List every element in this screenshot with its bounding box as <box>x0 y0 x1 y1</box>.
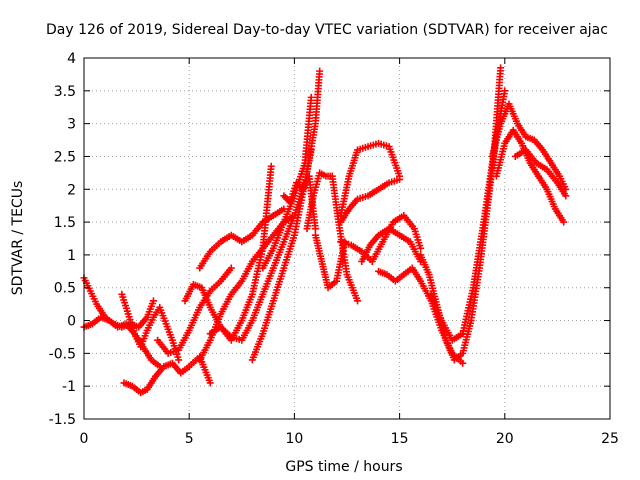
x-tick-label: 5 <box>185 431 194 447</box>
y-tick-label: 0 <box>67 314 76 330</box>
data-point-marker <box>562 192 570 200</box>
y-tick-label: -1 <box>62 379 76 395</box>
y-tick-label: 4 <box>67 51 76 67</box>
data-point-marker <box>311 225 319 233</box>
y-tick-label: -0.5 <box>49 346 76 362</box>
data-point-marker <box>307 93 315 101</box>
data-point-marker <box>354 297 362 305</box>
y-tick-label: 3.5 <box>54 84 76 100</box>
series-sat-s <box>375 264 467 367</box>
data-point-marker <box>206 379 214 387</box>
y-axis-label: SDTVAR / TECUs <box>10 181 26 296</box>
series-sat-u <box>427 64 505 344</box>
series-sat-i <box>206 146 315 344</box>
plot-frame <box>83 57 611 420</box>
x-tick-label: 0 <box>80 431 89 447</box>
series-sat-n <box>311 231 349 292</box>
data-point-marker <box>267 162 275 170</box>
grid-lines <box>84 58 610 419</box>
chart-title: Day 126 of 2019, Sidereal Day-to-day VTE… <box>46 22 608 38</box>
data-point-marker <box>459 359 467 367</box>
y-tick-label: 2 <box>67 182 76 198</box>
x-tick-label: 15 <box>391 431 409 447</box>
data-point-marker <box>560 218 568 226</box>
y-tick-label: -1.5 <box>49 412 76 428</box>
series-sat-x <box>511 146 570 200</box>
series-sat-p <box>337 175 404 226</box>
x-axis-label: GPS time / hours <box>285 459 402 475</box>
y-tick-label: 1 <box>67 248 76 264</box>
x-tick-label: 20 <box>496 431 514 447</box>
y-tick-label: 0.5 <box>54 281 76 297</box>
y-tick-label: 2.5 <box>54 149 76 165</box>
series-sat-v <box>488 100 570 193</box>
x-tick-label: 10 <box>285 431 303 447</box>
data-point-marker <box>227 264 235 272</box>
series-sat-q <box>337 212 425 265</box>
y-tick-label: 3 <box>67 117 76 133</box>
data-markers <box>80 64 570 397</box>
data-point-marker <box>497 64 505 72</box>
series-sat-c <box>118 290 183 364</box>
data-point-marker <box>316 67 324 75</box>
series-sat-w <box>492 126 568 226</box>
data-point-marker <box>149 297 157 305</box>
series-sat-o <box>337 139 404 220</box>
axis-ticks: 0 5 10 15 20 25 -1.5 -1 -0.5 0 0.5 1 1.5 2 2.5 3 3.5 4 <box>49 51 619 447</box>
x-tick-label: 25 <box>601 431 619 447</box>
y-tick-label: 1.5 <box>54 215 76 231</box>
series-sat-k <box>259 93 315 272</box>
series-sat-e <box>154 264 235 357</box>
data-point-marker <box>417 244 425 252</box>
data-point-marker <box>501 87 509 95</box>
data-point-marker <box>175 356 183 364</box>
data-point-marker <box>396 175 404 183</box>
